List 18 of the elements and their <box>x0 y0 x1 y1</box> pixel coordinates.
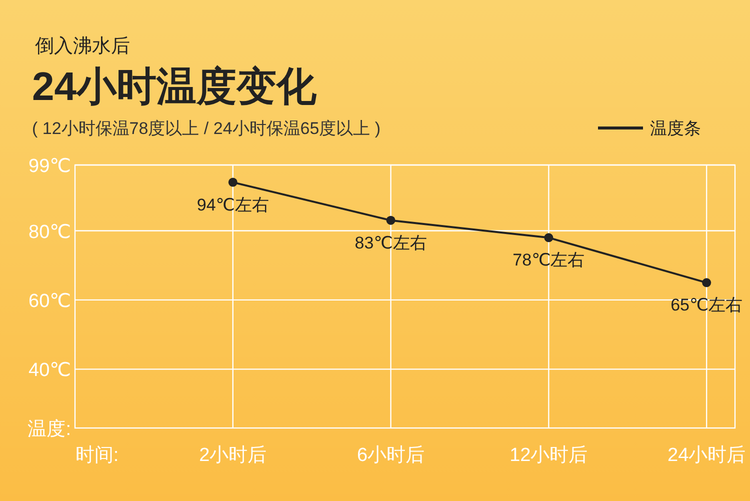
chart-subtitle: 倒入沸水后 <box>35 36 130 57</box>
y-tick-label: 60℃ <box>28 290 71 312</box>
text: ( 12小时保温78度以上 / 24小时保温65度以上 ) <box>32 119 381 138</box>
x-tick-label: 6小时后 <box>357 445 425 466</box>
point <box>702 278 712 288</box>
chart-title: 24小时温度变化 <box>32 65 318 109</box>
x-axis-title: 时间: <box>75 445 119 466</box>
point <box>386 216 396 225</box>
point <box>228 178 238 187</box>
y-tick-label: 40℃ <box>28 360 71 382</box>
y-tick-label: 80℃ <box>28 222 71 243</box>
x-tick-label: 24小时后 <box>668 445 746 466</box>
legend-label: 温度条 <box>650 119 701 138</box>
x-tick-label: 12小时后 <box>510 445 588 466</box>
y-tick-label: 99℃ <box>28 156 71 177</box>
x-tick-label: 2小时后 <box>199 445 267 466</box>
y-axis-title: 温度: <box>28 418 71 440</box>
point <box>544 233 554 242</box>
